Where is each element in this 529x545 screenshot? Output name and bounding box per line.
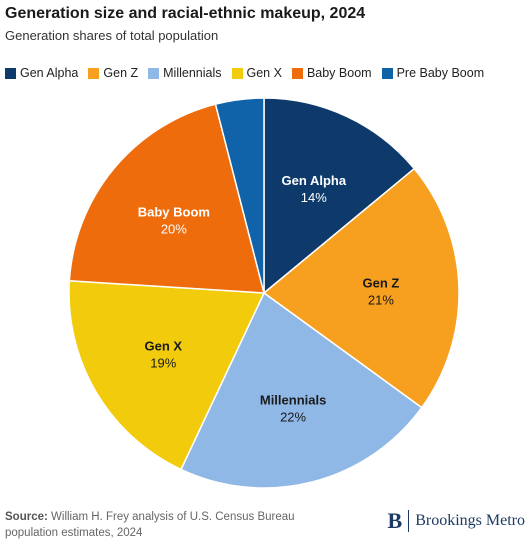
source-label: Source: bbox=[5, 511, 48, 523]
slice-value-label-millennials: 22% bbox=[280, 409, 306, 424]
legend-item-baby-boom: Baby Boom bbox=[291, 66, 372, 80]
legend-item-gen-x: Gen X bbox=[231, 66, 282, 80]
legend-label: Gen Z bbox=[103, 66, 139, 80]
source-note: Source: William H. Frey analysis of U.S.… bbox=[5, 509, 335, 541]
pie-slice-gen-alpha bbox=[263, 97, 416, 295]
legend-label: Millennials bbox=[163, 66, 222, 80]
legend-swatch bbox=[148, 67, 160, 79]
legend-swatch bbox=[291, 67, 303, 79]
brand-divider bbox=[408, 510, 410, 532]
brand-mark: B bbox=[387, 508, 403, 533]
slice-name-label-baby-boom: Baby Boom bbox=[138, 204, 210, 219]
slice-name-label-gen-z: Gen Z bbox=[363, 275, 400, 290]
pie-slice-baby-boom bbox=[68, 103, 265, 294]
slice-name-label-gen-alpha: Gen Alpha bbox=[282, 173, 347, 188]
slice-name-label-gen-x: Gen X bbox=[145, 339, 183, 354]
legend-swatch bbox=[5, 67, 16, 79]
slice-value-label-baby-boom: 20% bbox=[161, 221, 187, 236]
legend-item-gen-alpha: Gen Alpha bbox=[5, 66, 78, 80]
legend: Gen Alpha Gen Z Millennials Gen X Baby Boom P… bbox=[5, 66, 494, 80]
legend-item-pre-baby-boom: Pre Baby Boom bbox=[381, 66, 485, 80]
legend-label: Baby Boom bbox=[306, 66, 372, 80]
chart-subtitle: Generation shares of total population bbox=[5, 28, 219, 43]
legend-label: Gen Alpha bbox=[20, 66, 79, 80]
slice-value-label-gen-alpha: 14% bbox=[301, 190, 327, 205]
pie-slice-gen-z bbox=[262, 167, 460, 409]
brand-logo: B Brookings Metro bbox=[388, 508, 525, 534]
legend-item-millennials: Millennials bbox=[148, 66, 222, 80]
legend-swatch bbox=[381, 67, 393, 79]
chart-title: Generation size and racial-ethnic makeup… bbox=[5, 5, 366, 22]
slice-value-label-gen-z: 21% bbox=[368, 292, 394, 307]
pie-slice-gen-x bbox=[68, 279, 266, 471]
legend-swatch bbox=[231, 67, 243, 79]
brand-name: Brookings Metro bbox=[415, 512, 525, 529]
slice-value-label-gen-x: 19% bbox=[150, 356, 176, 371]
pie-slice-pre-baby-boom bbox=[214, 97, 265, 294]
legend-label: Gen X bbox=[246, 66, 282, 80]
legend-item-gen-z: Gen Z bbox=[88, 66, 138, 80]
source-text: William H. Frey analysis of U.S. Census … bbox=[5, 511, 295, 539]
legend-swatch bbox=[88, 67, 100, 79]
slice-name-label-millennials: Millennials bbox=[260, 392, 326, 407]
legend-label: Pre Baby Boom bbox=[396, 66, 485, 80]
